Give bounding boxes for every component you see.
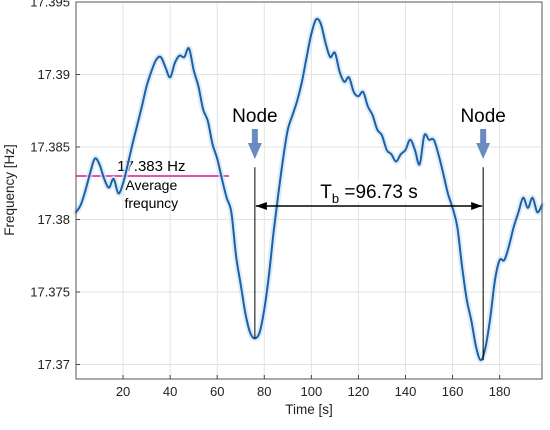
x-tick-label: 60: [210, 384, 224, 399]
tb-label-background: [315, 180, 424, 202]
y-tick-label: 17.375: [30, 285, 70, 300]
tb-arrow-left: [255, 202, 267, 210]
x-tick-label: 20: [116, 384, 130, 399]
tb-prefix: T: [320, 182, 332, 203]
average-text-line2: frequncy: [124, 195, 178, 211]
frequency-series-line: [75, 17, 543, 362]
x-tick-label: 100: [301, 384, 323, 399]
x-tick-label: 40: [163, 384, 177, 399]
y-tick-label: 17.39: [37, 67, 70, 82]
node-right-arrow-head: [476, 143, 491, 159]
average-value-label: 17.383 Hz: [117, 158, 185, 175]
plot-frame: [75, 1, 543, 380]
x-tick-label: 160: [442, 384, 464, 399]
y-tick-label: 17.37: [37, 357, 70, 372]
node-left-arrow-head: [247, 143, 262, 159]
y-tick-label: 17.38: [37, 212, 70, 227]
x-axis-label: Time [s]: [285, 402, 333, 417]
y-axis-label: Frequency [Hz]: [2, 144, 17, 236]
average-text-line1: Average: [125, 177, 177, 193]
tb-subscript: b: [332, 191, 339, 206]
tb-value: =96.73 s: [339, 182, 418, 203]
series-group: [73, 15, 545, 364]
node-right-label: Node: [460, 106, 505, 127]
tb-label: Tb =96.73 s: [320, 182, 418, 206]
node-left-arrow-shaft: [251, 129, 258, 144]
x-tick-label: 120: [348, 384, 370, 399]
node-annotation-group: Node Node Tb =96.73 s: [232, 106, 506, 361]
y-tick-label: 17.385: [30, 140, 70, 155]
tb-arrow-right: [471, 202, 483, 210]
node-right-arrow-shaft: [480, 129, 487, 144]
tick-labels-group: 20 40 60 80 100 120 140 160 180 17.37 17.375 17.38 1…: [30, 0, 510, 399]
x-tick-label: 140: [395, 384, 417, 399]
x-tick-label: 80: [257, 384, 271, 399]
y-tick-label: 17.395: [30, 0, 70, 10]
node-left-label: Node: [232, 106, 277, 127]
axes-group: [75, 1, 543, 380]
x-tick-label: 180: [489, 384, 511, 399]
